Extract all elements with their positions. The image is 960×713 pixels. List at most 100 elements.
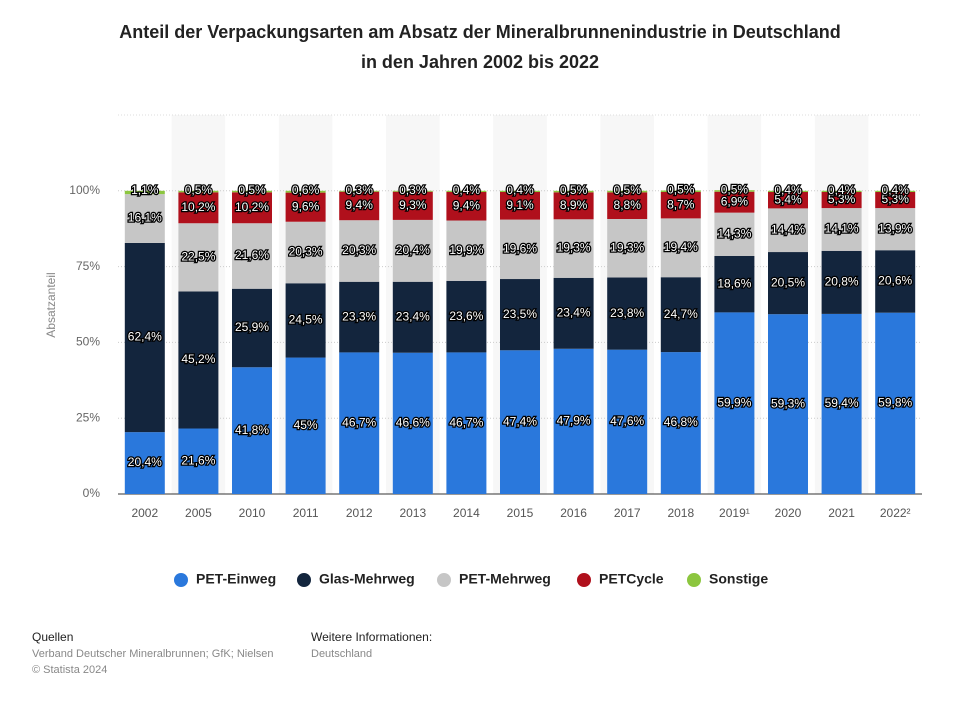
value-label: 19,9% xyxy=(449,243,483,257)
value-label: 9,6% xyxy=(292,199,320,213)
bar-segment xyxy=(392,281,433,353)
legend-marker xyxy=(174,573,188,587)
x-tick-label: 2014 xyxy=(453,506,480,520)
bar-segment xyxy=(339,281,380,353)
value-label: 8,7% xyxy=(667,197,695,211)
value-label: 24,5% xyxy=(289,313,323,327)
value-label: 46,7% xyxy=(342,415,376,429)
x-tick-label: 2018 xyxy=(667,506,694,520)
value-label: 59,8% xyxy=(878,396,912,410)
value-label: 23,3% xyxy=(342,309,376,323)
value-label: 46,7% xyxy=(449,415,483,429)
value-label: 23,6% xyxy=(449,309,483,323)
legend-label: PET-Einweg xyxy=(196,571,276,587)
bar-segment xyxy=(500,192,540,220)
bar-segment xyxy=(768,192,808,209)
bar-segment xyxy=(768,208,808,253)
value-label: 9,4% xyxy=(453,198,481,212)
x-tick-label: 2013 xyxy=(399,506,426,520)
x-tick-label: 2005 xyxy=(185,506,212,520)
bar-segment xyxy=(553,192,594,220)
bar-segment xyxy=(607,192,648,219)
bar-segment xyxy=(607,277,648,350)
value-label: 14,3% xyxy=(717,226,751,240)
value-label: 14,1% xyxy=(825,222,859,236)
bar-segment xyxy=(660,190,701,193)
bar-segment xyxy=(285,221,326,284)
bar-segment xyxy=(339,190,380,192)
bar-segment xyxy=(660,218,701,278)
value-label: 14,4% xyxy=(771,222,805,236)
legend-marker xyxy=(437,573,451,587)
value-label: 0,4% xyxy=(828,183,856,197)
x-tick-label: 2020 xyxy=(775,506,802,520)
bar-segment xyxy=(875,192,916,209)
value-label: 47,6% xyxy=(610,414,644,428)
value-label: 0,4% xyxy=(453,183,481,197)
legend-marker xyxy=(577,573,591,587)
bar-segment xyxy=(821,250,862,314)
bar-segment xyxy=(285,357,326,494)
bar-segment xyxy=(714,190,755,192)
chart-subtitle: in den Jahren 2002 bis 2022 xyxy=(361,52,599,72)
bar-segment xyxy=(714,212,755,256)
value-label: 47,9% xyxy=(557,414,591,428)
bar-segment xyxy=(446,280,487,353)
value-label: 0,3% xyxy=(399,183,427,197)
bar-segment xyxy=(821,208,862,251)
value-label: 0,4% xyxy=(506,183,534,197)
y-tick-label: 50% xyxy=(76,335,100,349)
y-tick-label: 100% xyxy=(69,183,100,197)
value-label: 46,6% xyxy=(396,416,430,430)
value-label: 20,8% xyxy=(825,275,859,289)
x-tick-label: 2017 xyxy=(614,506,641,520)
value-label: 10,2% xyxy=(235,200,269,214)
x-tick-label: 2002 xyxy=(131,506,158,520)
value-label: 9,4% xyxy=(346,198,374,212)
legend-label: PETCycle xyxy=(599,571,664,587)
bar-segment xyxy=(500,279,540,351)
bar-segment xyxy=(768,314,808,494)
x-tick-label: 2015 xyxy=(507,506,534,520)
bar-segment xyxy=(821,313,862,494)
value-label: 45,2% xyxy=(181,352,215,366)
x-tick-label: 2010 xyxy=(239,506,266,520)
bar-segment xyxy=(875,208,916,251)
bar-segment xyxy=(124,194,165,243)
value-label: 21,6% xyxy=(235,248,269,262)
bar-segment xyxy=(339,191,380,221)
value-label: 46,8% xyxy=(664,415,698,429)
footer-heading: Quellen xyxy=(32,630,73,644)
bar-segment xyxy=(446,220,487,281)
bar-segment xyxy=(768,252,808,315)
value-label: 0,5% xyxy=(614,183,642,197)
bar-segment xyxy=(553,277,594,349)
bar-segment xyxy=(714,255,755,313)
legend-marker xyxy=(687,573,701,587)
value-label: 23,4% xyxy=(557,305,591,319)
value-label: 59,3% xyxy=(771,396,805,410)
bar-segment xyxy=(500,350,540,494)
value-label: 19,4% xyxy=(664,240,698,254)
value-label: 47,4% xyxy=(503,414,537,428)
value-label: 10,2% xyxy=(181,200,215,214)
y-axis-label: Absatzanteil xyxy=(44,272,58,337)
value-label: 20,3% xyxy=(289,245,323,259)
legend-label: PET-Mehrweg xyxy=(459,571,551,587)
value-label: 5,3% xyxy=(882,192,910,206)
value-label: 9,1% xyxy=(506,198,534,212)
value-label: 20,3% xyxy=(342,243,376,257)
footer-text: © Statista 2024 xyxy=(32,664,107,676)
value-label: 0,5% xyxy=(721,182,749,196)
x-tick-label: 2016 xyxy=(560,506,587,520)
y-tick-label: 75% xyxy=(76,259,100,273)
value-label: 0,4% xyxy=(774,183,802,197)
bar-segment xyxy=(392,219,433,282)
value-label: 23,5% xyxy=(503,307,537,321)
value-label: 0,5% xyxy=(560,183,588,197)
footer-heading: Weitere Informationen: xyxy=(311,630,432,644)
value-label: 19,6% xyxy=(503,241,537,255)
value-label: 45% xyxy=(294,418,318,432)
bar-segment xyxy=(232,223,272,289)
value-label: 18,6% xyxy=(717,276,751,290)
